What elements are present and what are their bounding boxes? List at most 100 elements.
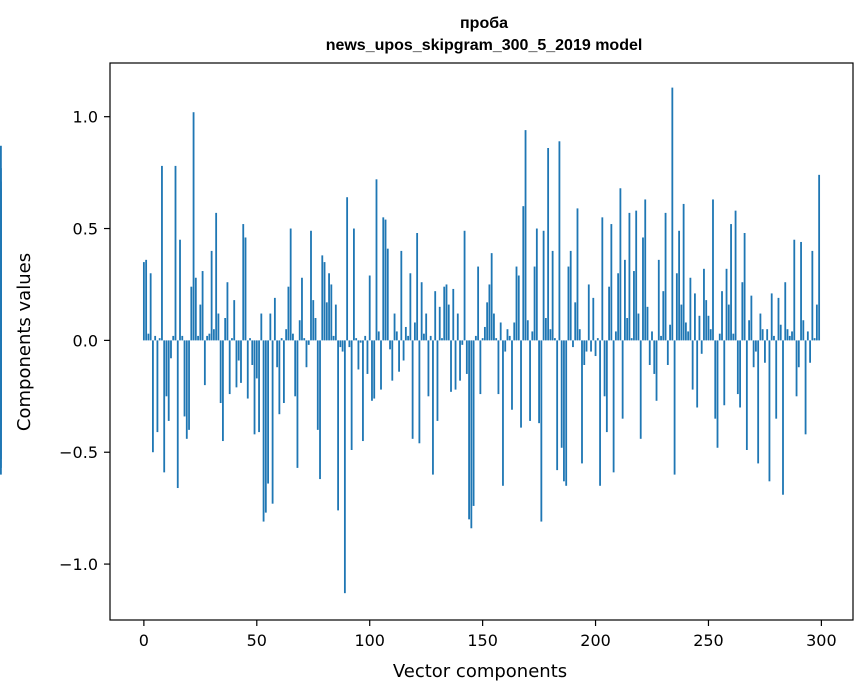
bar [761, 329, 764, 341]
bar [226, 282, 229, 341]
bar [398, 340, 400, 372]
bar [353, 228, 355, 341]
bar [592, 297, 595, 341]
bar [614, 331, 617, 341]
bar [727, 304, 730, 341]
bar [161, 165, 163, 341]
bar [393, 313, 396, 341]
bar [264, 340, 267, 513]
bar [752, 340, 755, 368]
bar [289, 228, 292, 341]
bar [382, 217, 385, 341]
bar [736, 340, 739, 395]
bar [246, 340, 249, 399]
bar [560, 340, 563, 448]
bar [633, 271, 635, 341]
bar [233, 300, 236, 341]
bar [240, 340, 242, 383]
bar [323, 262, 326, 341]
bar [558, 141, 561, 341]
bar [321, 255, 324, 341]
bar [418, 340, 421, 444]
bar [574, 302, 577, 341]
bar [450, 340, 452, 392]
bar [642, 237, 644, 341]
bar [253, 340, 256, 435]
bar [434, 291, 437, 341]
bar [242, 224, 245, 341]
bar [818, 174, 821, 341]
bar [750, 295, 753, 341]
bar [793, 239, 796, 341]
bar [373, 340, 376, 399]
bar [0, 340, 2, 421]
bar [391, 340, 394, 381]
bar [432, 340, 434, 475]
x-axis-label: Vector components [393, 661, 567, 682]
bar [689, 277, 692, 341]
bar [262, 340, 265, 522]
bar [802, 320, 805, 341]
bar [610, 224, 613, 341]
bar [459, 340, 461, 381]
bar [463, 230, 466, 341]
bar [757, 340, 760, 464]
bar [585, 340, 588, 352]
bar [775, 340, 778, 419]
bar [456, 313, 459, 341]
bar [215, 212, 218, 341]
bar [384, 219, 387, 341]
bar [303, 338, 306, 341]
bar [639, 340, 642, 439]
bar [511, 340, 513, 410]
bar [258, 340, 260, 433]
bar [294, 340, 297, 397]
bar [470, 340, 473, 529]
bar [601, 217, 604, 341]
bar [179, 239, 181, 341]
bar [786, 329, 789, 341]
bar [651, 331, 653, 341]
bar [355, 338, 358, 341]
bar [174, 165, 177, 341]
bar [307, 340, 310, 345]
bar [0, 331, 2, 341]
bar [330, 284, 333, 341]
bar [194, 277, 197, 341]
x-tick-label: 300 [806, 631, 837, 650]
bar [664, 212, 667, 341]
bar [158, 338, 161, 341]
y-tick-label: −0.5 [59, 443, 98, 462]
bar [375, 179, 378, 341]
bar [461, 340, 464, 345]
bar [305, 340, 308, 368]
bar [423, 333, 425, 341]
bar [773, 335, 775, 341]
bar [637, 313, 640, 341]
bar [172, 335, 175, 341]
bar [445, 284, 448, 341]
bar [488, 284, 491, 341]
bar [244, 237, 247, 341]
bar [624, 259, 626, 341]
bar [185, 340, 188, 439]
bar [587, 284, 590, 341]
bar [404, 326, 407, 341]
bar [806, 331, 809, 341]
bar [725, 268, 728, 341]
x-tick-label: 200 [580, 631, 611, 650]
bar [694, 293, 696, 341]
bar [255, 340, 258, 379]
bar [754, 340, 757, 352]
bar [251, 340, 254, 365]
bar [156, 340, 159, 433]
bar [513, 322, 516, 341]
bar [452, 288, 455, 341]
bar [219, 340, 222, 404]
bar [678, 230, 681, 341]
bar [287, 286, 290, 341]
x-tick-label: 50 [247, 631, 267, 650]
bar [267, 340, 269, 484]
bar [176, 340, 179, 489]
y-tick-label: 0.5 [73, 220, 98, 239]
